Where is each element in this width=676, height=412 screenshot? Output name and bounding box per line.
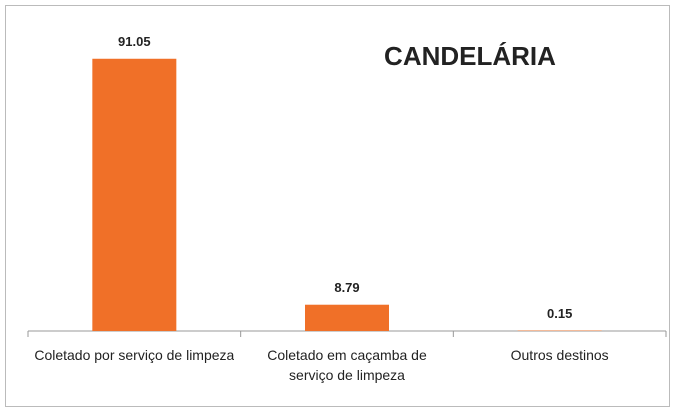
bar xyxy=(92,58,177,331)
x-tick-label-box: Coletado em caçamba de serviço de limpez… xyxy=(267,347,427,383)
x-tick-label-box: Coletado por serviço de limpeza xyxy=(34,347,235,363)
data-label: 0.15 xyxy=(547,306,572,321)
bar xyxy=(305,304,389,331)
x-tick-label: Coletado em caçamba de serviço de limpez… xyxy=(267,347,427,383)
x-tick-label: Outros destinos xyxy=(510,347,609,363)
data-label: 8.79 xyxy=(334,280,359,295)
x-tick-label-box: Outros destinos xyxy=(510,347,609,363)
x-tick-label: Coletado por serviço de limpeza xyxy=(34,347,235,363)
chart-title: CANDELÁRIA xyxy=(384,41,556,71)
data-label: 91.05 xyxy=(118,34,151,49)
